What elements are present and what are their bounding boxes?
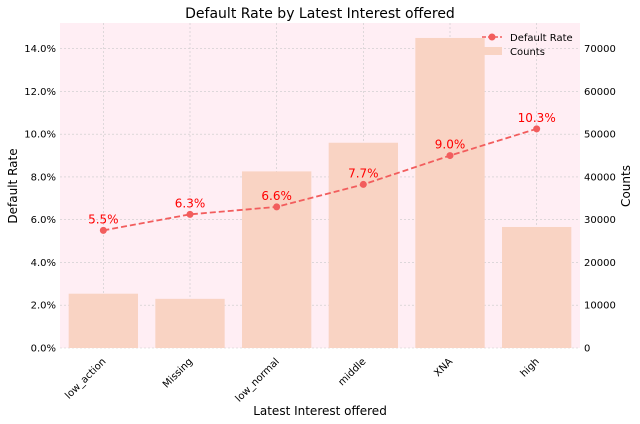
y-tick-label: 4.0% [31,258,56,269]
bar-high [502,226,572,348]
bar-missing [155,298,225,348]
y-tick-label: 10.0% [24,130,56,141]
left-axis-ticks: 0.0% 2.0% 4.0% 6.0% 8.0% 10.0% 12.0% 14.0% [24,44,56,354]
legend-label-counts: Counts [510,47,545,58]
y2-tick-label: 0 [584,344,590,355]
y-tick-label: 2.0% [31,301,56,312]
bars [68,37,572,349]
y2-tick-label: 40000 [584,172,616,183]
x-tick-label: low_action [63,356,108,401]
default-rate-data-label: 10.3% [518,111,556,125]
default-rate-point [533,125,541,133]
default-rate-point [446,152,454,160]
y2-tick-label: 60000 [584,87,616,98]
y-tick-label: 6.0% [31,215,56,226]
y2-axis-label: Counts [619,165,633,207]
default-rate-point [186,210,194,218]
legend-marker-swatch [488,33,496,41]
y-tick-label: 12.0% [24,87,56,98]
bar-xna [415,37,485,349]
bar-low-action [68,293,138,348]
x-tick-label: middle [337,356,369,388]
y2-tick-label: 30000 [584,215,616,226]
y2-tick-label: 20000 [584,258,616,269]
default-rate-line [103,127,537,232]
default-rate-point [359,180,367,188]
chart-title: Default Rate by Latest Interest offered [185,6,455,22]
x-axis-ticks: low_action Missing low_normal middle XNA high [63,356,541,404]
default-rate-point [273,203,281,211]
default-rate-data-label: 9.0% [435,138,466,152]
y-tick-label: 14.0% [24,44,56,55]
x-axis-label: Latest Interest offered [253,404,387,418]
x-tick-label: high [519,356,542,379]
y2-tick-label: 10000 [584,301,616,312]
default-rate-data-label: 7.7% [348,166,379,180]
y-tick-label: 8.0% [31,172,56,183]
plot-background [60,23,580,348]
x-tick-label: XNA [432,356,455,379]
legend-label-default-rate: Default Rate [510,33,573,44]
y-tick-label: 0.0% [31,344,56,355]
legend: Default Rate Counts [482,33,573,58]
default-rate-data-label: 6.6% [261,189,292,203]
y-axis-label: Default Rate [6,148,20,223]
x-tick-label: low_normal [234,356,282,404]
default-rate-data-label: 5.5% [88,212,119,226]
line-layer: 5.5% 6.3% 6.6% 7.7% 9.0% 10.3% [88,111,556,234]
legend-bar-swatch [482,47,502,55]
x-tick-label: Missing [161,356,195,390]
y2-tick-label: 70000 [584,44,616,55]
default-rate-data-label: 6.3% [175,196,206,210]
default-rate-point [99,226,107,234]
right-axis-ticks: 0 10000 20000 30000 40000 50000 60000 70000 [584,44,616,354]
grid [60,23,580,349]
y2-tick-label: 50000 [584,130,616,141]
